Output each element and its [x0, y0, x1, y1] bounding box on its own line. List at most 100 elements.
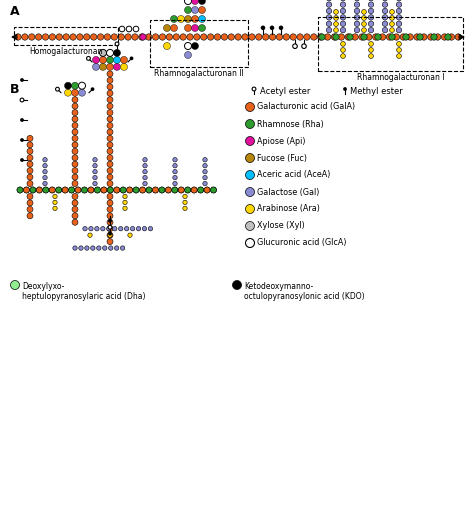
Circle shape	[445, 34, 451, 40]
Circle shape	[246, 119, 255, 129]
Circle shape	[435, 34, 441, 40]
Circle shape	[362, 22, 366, 26]
Circle shape	[354, 0, 360, 1]
Circle shape	[390, 22, 394, 26]
Circle shape	[421, 34, 427, 40]
Circle shape	[246, 170, 255, 180]
Circle shape	[249, 34, 255, 40]
Circle shape	[112, 227, 117, 231]
Circle shape	[153, 187, 158, 193]
Polygon shape	[279, 26, 283, 30]
Circle shape	[173, 176, 177, 180]
Circle shape	[148, 227, 153, 231]
Circle shape	[126, 26, 132, 32]
Circle shape	[383, 2, 388, 7]
Circle shape	[201, 34, 207, 40]
Circle shape	[369, 47, 374, 53]
Circle shape	[63, 34, 69, 40]
Circle shape	[143, 176, 147, 180]
Circle shape	[43, 163, 47, 168]
Circle shape	[340, 27, 346, 33]
Circle shape	[304, 34, 310, 40]
Circle shape	[396, 0, 401, 1]
Circle shape	[118, 34, 124, 40]
Circle shape	[30, 187, 36, 193]
Circle shape	[108, 233, 112, 237]
Circle shape	[115, 42, 119, 46]
Circle shape	[22, 34, 28, 40]
Text: Ketodeoxymanno-
octulopyranosylonic acid (KDO): Ketodeoxymanno- octulopyranosylonic acid…	[244, 282, 365, 301]
Circle shape	[173, 163, 177, 168]
Circle shape	[208, 34, 214, 40]
Circle shape	[107, 187, 113, 193]
Text: Apiose (Api): Apiose (Api)	[257, 136, 306, 146]
Circle shape	[165, 187, 171, 193]
Circle shape	[100, 57, 107, 63]
Circle shape	[27, 200, 33, 206]
Polygon shape	[108, 219, 112, 222]
Bar	[14, 27, 118, 45]
Polygon shape	[108, 232, 112, 235]
Circle shape	[204, 187, 210, 193]
Circle shape	[100, 49, 107, 57]
Circle shape	[70, 34, 76, 40]
Circle shape	[87, 57, 91, 60]
Circle shape	[191, 25, 199, 31]
Circle shape	[414, 34, 420, 40]
Circle shape	[137, 227, 141, 231]
Circle shape	[49, 187, 55, 193]
Circle shape	[83, 34, 90, 40]
Circle shape	[368, 14, 374, 20]
Circle shape	[400, 34, 407, 40]
Circle shape	[368, 2, 374, 7]
Circle shape	[114, 246, 119, 250]
Circle shape	[88, 187, 94, 193]
Circle shape	[133, 187, 139, 193]
Circle shape	[198, 187, 204, 193]
Circle shape	[55, 87, 59, 91]
Text: Xylose (Xyl): Xylose (Xyl)	[257, 221, 305, 231]
Circle shape	[199, 7, 206, 13]
Circle shape	[62, 187, 68, 193]
Circle shape	[354, 27, 360, 33]
Circle shape	[27, 142, 33, 148]
Circle shape	[91, 34, 97, 40]
Circle shape	[177, 15, 184, 23]
Circle shape	[72, 82, 79, 89]
Circle shape	[125, 227, 129, 231]
Circle shape	[164, 25, 171, 31]
Circle shape	[334, 9, 338, 14]
Circle shape	[72, 174, 78, 180]
Text: Acetyl ester: Acetyl ester	[260, 87, 310, 96]
Circle shape	[42, 34, 49, 40]
Circle shape	[107, 103, 113, 109]
Circle shape	[362, 28, 366, 32]
Circle shape	[340, 2, 346, 7]
Circle shape	[221, 34, 228, 40]
Circle shape	[383, 27, 388, 33]
Circle shape	[368, 27, 374, 33]
Circle shape	[297, 34, 303, 40]
Circle shape	[77, 34, 83, 40]
Circle shape	[326, 14, 332, 20]
Text: Rhamnose (Rha): Rhamnose (Rha)	[257, 119, 324, 129]
Text: Galacturonic acid (GalA): Galacturonic acid (GalA)	[257, 102, 355, 112]
Circle shape	[246, 187, 255, 197]
Circle shape	[114, 187, 120, 193]
Circle shape	[53, 194, 57, 199]
Circle shape	[153, 34, 159, 40]
Circle shape	[255, 34, 262, 40]
Circle shape	[72, 142, 78, 148]
Circle shape	[79, 82, 85, 89]
Circle shape	[43, 187, 49, 193]
Circle shape	[114, 187, 120, 193]
Circle shape	[246, 221, 255, 231]
Circle shape	[43, 181, 47, 186]
Circle shape	[94, 187, 100, 193]
Circle shape	[361, 34, 367, 40]
Circle shape	[166, 34, 173, 40]
Circle shape	[403, 34, 409, 40]
Circle shape	[359, 34, 365, 40]
Circle shape	[368, 0, 374, 1]
Circle shape	[93, 176, 97, 180]
